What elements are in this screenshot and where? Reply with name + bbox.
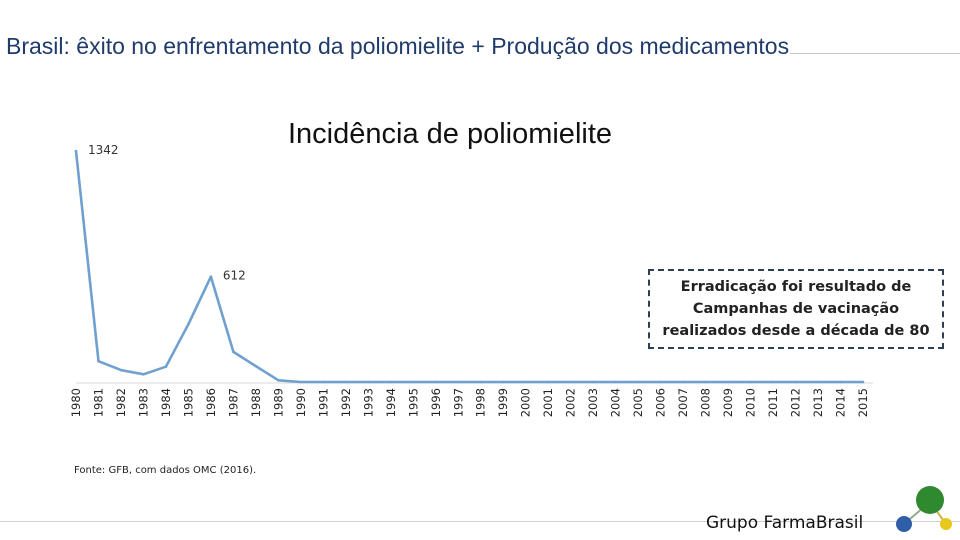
- data-point-2010: [749, 380, 752, 384]
- slide-title: Brasil: êxito no enfrentamento da poliom…: [6, 33, 790, 59]
- logo-yellow-dot: [940, 518, 952, 530]
- x-tick-label-1985: 1985: [181, 388, 195, 417]
- x-tick-label-2015: 2015: [856, 388, 870, 417]
- data-point-1984: [164, 365, 168, 368]
- chart-title: Incidência de poliomielite: [287, 118, 613, 150]
- x-tick-label-2011: 2011: [766, 388, 780, 417]
- data-label-1986: 612: [223, 269, 246, 283]
- data-point-1995: [411, 380, 415, 384]
- data-point-1981: [97, 359, 100, 363]
- x-tick-label-1988: 1988: [249, 388, 263, 417]
- data-point-1987: [232, 350, 235, 354]
- x-tick-label-1989: 1989: [271, 388, 285, 417]
- x-tick-label-1990: 1990: [294, 388, 308, 417]
- data-point-2015: [861, 380, 865, 384]
- x-tick-label-1983: 1983: [136, 388, 150, 417]
- data-point-1983: [142, 372, 145, 376]
- data-point-2008: [704, 380, 707, 384]
- data-point-2014: [839, 380, 842, 384]
- x-tick-label-1982: 1982: [114, 388, 128, 417]
- data-point-2004: [614, 380, 617, 384]
- x-tick-label-2002: 2002: [564, 388, 578, 417]
- x-tick-label-2014: 2014: [834, 388, 848, 417]
- farmabrasil-logo-icon: [896, 486, 952, 532]
- data-point-1982: [119, 368, 123, 372]
- data-point-1980: [74, 149, 78, 153]
- data-point-1990: [299, 380, 303, 384]
- x-tick-label-1996: 1996: [429, 388, 443, 417]
- x-tick-label-1999: 1999: [496, 388, 510, 417]
- x-tick-label-2005: 2005: [631, 388, 645, 417]
- x-tick-label-2013: 2013: [811, 388, 825, 417]
- x-tick-label-1998: 1998: [474, 388, 488, 417]
- logo-green-dot: [916, 486, 944, 514]
- x-tick-label-1987: 1987: [226, 388, 240, 417]
- data-point-2005: [636, 380, 640, 384]
- data-point-2013: [816, 380, 820, 384]
- data-point-2000: [524, 380, 528, 384]
- callout-line-1: Erradicação foi resultado de: [680, 279, 912, 295]
- data-point-1997: [456, 380, 460, 384]
- footer-divider: [0, 521, 960, 522]
- data-point-2009: [726, 380, 730, 384]
- x-tick-label-2004: 2004: [609, 388, 623, 417]
- data-point-2006: [659, 380, 662, 384]
- incidence-series-line: [74, 150, 863, 384]
- logo-blue-dot: [896, 516, 912, 532]
- title-divider: [790, 53, 960, 54]
- eradication-callout: Erradicação foi resultado de Campanhas d…: [648, 269, 944, 349]
- data-point-2002: [569, 380, 572, 384]
- source-note: Fonte: GFB, com dados OMC (2016).: [74, 465, 257, 476]
- x-tick-label-1984: 1984: [159, 388, 173, 417]
- data-point-1989: [277, 378, 280, 382]
- data-point-1998: [479, 380, 483, 384]
- brand-name: Grupo FarmaBrasil: [706, 513, 864, 533]
- data-label-1980: 1342: [88, 143, 119, 157]
- data-point-2012: [794, 380, 797, 384]
- data-point-1991: [322, 380, 325, 384]
- x-tick-label-2001: 2001: [541, 388, 555, 417]
- x-tick-label-2000: 2000: [519, 388, 533, 417]
- data-point-1993: [367, 380, 370, 384]
- data-point-1999: [501, 380, 505, 384]
- x-tick-label-1986: 1986: [204, 388, 218, 417]
- x-tick-label-2008: 2008: [699, 388, 713, 417]
- x-tick-label-2003: 2003: [586, 388, 600, 417]
- x-tick-label-2009: 2009: [721, 388, 735, 417]
- data-point-2011: [771, 380, 775, 384]
- x-tick-label-2007: 2007: [676, 388, 690, 417]
- x-tick-label-1994: 1994: [384, 388, 398, 417]
- callout-line-2: Campanhas de vacinação: [692, 301, 900, 317]
- x-tick-label-1981: 1981: [91, 388, 105, 417]
- x-tick-label-1980: 1980: [69, 388, 83, 417]
- data-point-1992: [344, 380, 348, 384]
- data-point-2003: [591, 380, 595, 384]
- x-tick-label-1992: 1992: [339, 388, 353, 417]
- data-point-2007: [681, 380, 685, 384]
- data-point-1986: [209, 275, 213, 278]
- data-point-2001: [546, 380, 550, 384]
- x-tick-label-2010: 2010: [744, 388, 758, 417]
- data-point-1985: [187, 322, 190, 326]
- data-point-1996: [434, 380, 438, 384]
- x-tick-label-1995: 1995: [406, 388, 420, 417]
- x-tick-label-1993: 1993: [361, 388, 375, 417]
- data-point-1988: [254, 364, 258, 368]
- data-point-1994: [389, 380, 393, 384]
- x-tick-label-1991: 1991: [316, 388, 330, 417]
- callout-line-3: realizados desde a década de 80: [662, 323, 930, 339]
- x-tick-label-1997: 1997: [451, 388, 465, 417]
- x-tick-label-2012: 2012: [789, 388, 803, 417]
- x-tick-label-2006: 2006: [654, 388, 668, 417]
